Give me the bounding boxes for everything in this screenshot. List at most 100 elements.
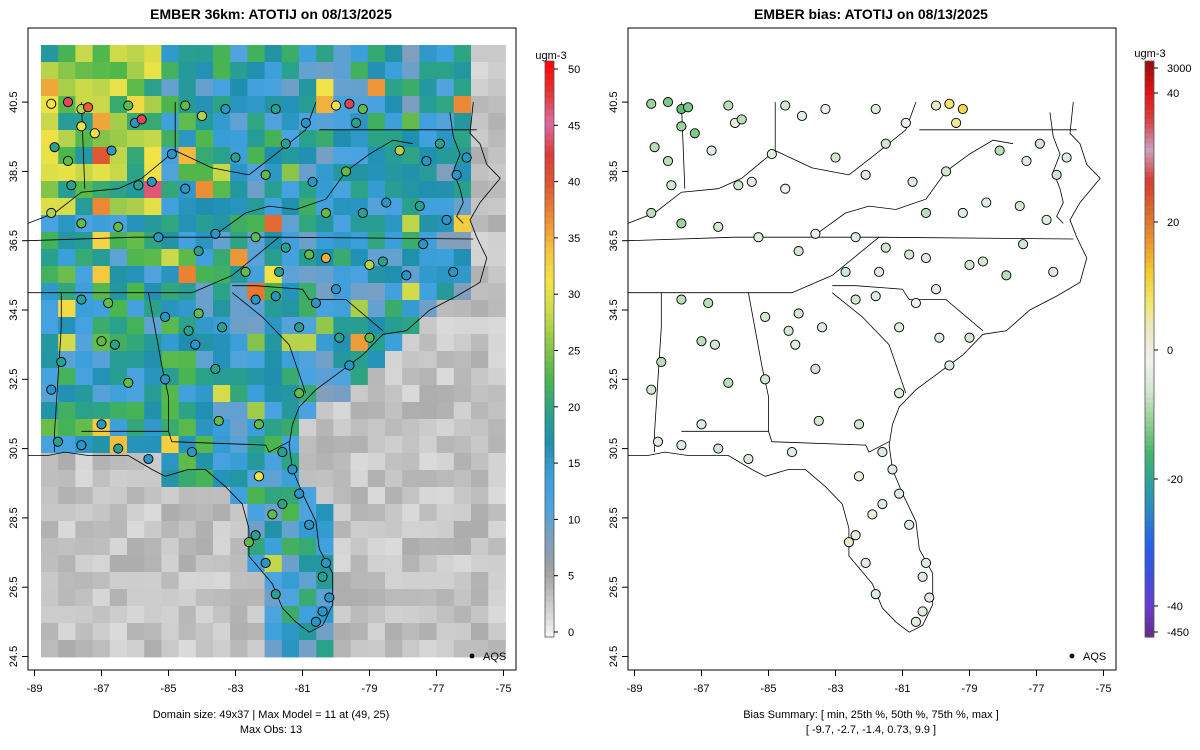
grid-cell (316, 453, 334, 471)
colorbar-swatch (1145, 579, 1154, 585)
grid-cell (471, 334, 489, 352)
observation-point (451, 169, 462, 180)
colorbar-swatch (545, 409, 554, 416)
grid-cell (333, 419, 351, 437)
boundary-line (449, 112, 464, 224)
grid-cell (75, 606, 93, 624)
colorbar-swatch (1145, 113, 1154, 120)
colorbar-swatch (545, 511, 554, 518)
grid-cell (247, 181, 265, 199)
grid-cell (144, 300, 162, 318)
bias-point (746, 176, 757, 187)
grid-cell (92, 402, 111, 420)
grid-cell (75, 419, 93, 437)
grid-cell (92, 453, 111, 471)
observation-point (294, 322, 305, 333)
grid-cell (316, 521, 334, 539)
colorbar-swatch (545, 541, 554, 548)
bias-point (934, 332, 945, 343)
grid-cell (316, 368, 334, 386)
grid-cell (41, 487, 59, 505)
grid-cell (92, 504, 111, 522)
colorbar-tick-label: 40 (568, 177, 580, 189)
colorbar-swatch (1145, 133, 1154, 139)
grid-cell (213, 623, 231, 641)
observation-point (250, 294, 261, 305)
bias-point (662, 97, 674, 108)
colorbar-swatch (545, 295, 554, 302)
grid-cell (453, 198, 472, 216)
colorbar-swatch (1145, 565, 1154, 571)
grid-cell (402, 130, 420, 148)
grid-cell (488, 181, 506, 199)
grid-cell (453, 504, 472, 522)
colorbar-swatch (1145, 425, 1154, 432)
grid-cell (247, 198, 265, 216)
grid-cell (213, 453, 231, 471)
grid-cell (230, 436, 248, 454)
grid-cell (488, 453, 506, 471)
boundary-line (28, 236, 279, 242)
grid-cell (419, 470, 437, 488)
grid-cell (264, 130, 283, 148)
grid-cell (247, 606, 265, 624)
boundary-line (28, 150, 249, 224)
grid-cell (453, 487, 472, 505)
grid-cell (75, 351, 93, 369)
bias-point (994, 145, 1005, 156)
grid-cell (333, 113, 351, 131)
grid-cell (127, 62, 145, 80)
grid-cell (247, 164, 265, 182)
observation-point (441, 214, 452, 225)
grid-cell (367, 283, 386, 301)
grid-cell (299, 402, 317, 420)
grid-cell (161, 555, 179, 573)
colorbar-swatch (1145, 358, 1154, 364)
bias-point (706, 145, 717, 156)
colorbar-swatch (1145, 449, 1154, 456)
grid-cell (316, 419, 334, 437)
grid-cell (230, 640, 248, 658)
grid-cell (230, 419, 248, 437)
grid-cell (230, 334, 248, 352)
colorbar-swatch (545, 271, 554, 278)
grid-cell (213, 62, 231, 80)
grid-cell (41, 368, 59, 386)
grid-cell (333, 79, 351, 97)
grid-cell (281, 283, 300, 301)
grid-cell (92, 436, 111, 454)
grid-cell (41, 215, 59, 233)
grid-cell (316, 164, 334, 182)
grid-cell (161, 79, 179, 97)
grid-cell (350, 640, 369, 658)
grid-cell (419, 538, 437, 556)
grid-cell (109, 317, 128, 335)
colorbar-swatch (1145, 545, 1154, 552)
grid-cell (299, 215, 317, 233)
y-tick-label: 26.5 (8, 576, 20, 597)
grid-cell (230, 113, 248, 131)
observation-point (217, 322, 228, 333)
grid-cell (247, 589, 265, 607)
bias-point (850, 530, 861, 541)
colorbar-swatch (1145, 373, 1154, 379)
grid-cell (92, 266, 111, 284)
colorbar-swatch (1145, 248, 1154, 254)
colorbar-swatch (545, 421, 554, 428)
grid-cell (178, 589, 197, 607)
colorbar-swatch (1145, 99, 1154, 105)
grid-cell (230, 181, 248, 199)
colorbar-swatch (545, 613, 554, 620)
grid-cell (299, 62, 317, 80)
grid-cell (58, 402, 76, 420)
grid-cell (92, 555, 111, 573)
grid-cell (281, 45, 300, 63)
grid-cell (333, 504, 351, 522)
grid-cell (161, 521, 179, 539)
grid-cell (385, 317, 403, 335)
grid-cell (299, 572, 317, 590)
grid-cell (350, 385, 369, 403)
observation-point (76, 440, 87, 451)
grid-cell (127, 589, 145, 607)
observation-point (143, 453, 154, 465)
